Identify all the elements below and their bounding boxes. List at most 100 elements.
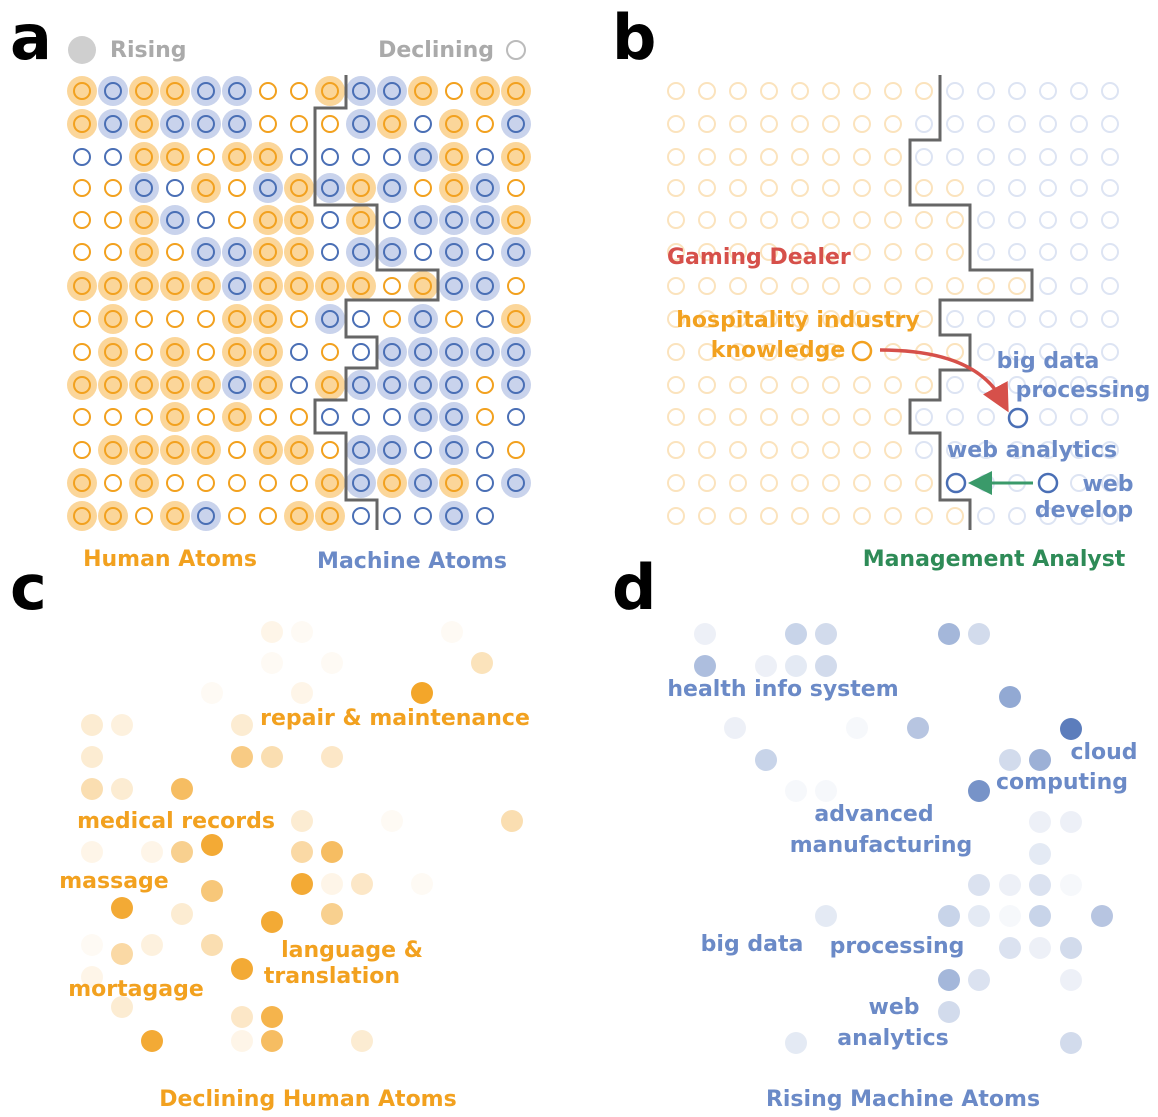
boundary — [908, 75, 1034, 530]
halo — [160, 402, 190, 432]
atom — [760, 82, 778, 100]
dot — [1029, 811, 1051, 833]
atom — [259, 179, 277, 197]
atom — [73, 474, 91, 492]
halo — [346, 468, 376, 498]
halo — [284, 237, 314, 267]
atom — [791, 277, 809, 295]
atom — [853, 211, 871, 229]
atom — [853, 441, 871, 459]
halo — [470, 76, 500, 106]
atom — [445, 343, 463, 361]
atom — [1101, 310, 1119, 328]
halo — [222, 109, 252, 139]
atom — [197, 408, 215, 426]
label: web — [869, 995, 920, 1020]
atom — [290, 115, 308, 133]
label: language & — [281, 938, 423, 963]
atom — [884, 441, 902, 459]
atom — [383, 474, 401, 492]
dot — [785, 655, 807, 677]
dot — [968, 780, 990, 802]
halo — [98, 271, 128, 301]
atom — [135, 115, 153, 133]
atom — [228, 115, 246, 133]
atom — [414, 441, 432, 459]
halo — [67, 76, 97, 106]
atom — [321, 507, 339, 525]
label: manufacturing — [790, 833, 973, 858]
atom — [166, 474, 184, 492]
atom — [135, 441, 153, 459]
atom — [321, 211, 339, 229]
atom — [946, 507, 964, 525]
atom — [667, 474, 685, 492]
dot — [81, 966, 103, 988]
atom — [228, 343, 246, 361]
atom — [667, 243, 685, 261]
dot — [968, 969, 990, 991]
atom — [760, 211, 778, 229]
atom — [1008, 211, 1026, 229]
halo — [222, 142, 252, 172]
atom — [228, 408, 246, 426]
dot — [141, 934, 163, 956]
dot — [1060, 969, 1082, 991]
atom — [698, 343, 716, 361]
halo — [191, 370, 221, 400]
atom — [383, 277, 401, 295]
atom — [507, 343, 525, 361]
halo — [160, 271, 190, 301]
atom — [383, 82, 401, 100]
dot — [111, 897, 133, 919]
atom — [915, 82, 933, 100]
atom — [135, 179, 153, 197]
atom — [352, 211, 370, 229]
atom — [1008, 277, 1026, 295]
atom — [1039, 310, 1057, 328]
atom — [760, 179, 778, 197]
halo — [501, 205, 531, 235]
atom — [507, 82, 525, 100]
atom — [259, 115, 277, 133]
dot — [201, 934, 223, 956]
dot — [938, 905, 960, 927]
atom — [1101, 376, 1119, 394]
atom — [104, 474, 122, 492]
atom — [977, 115, 995, 133]
atom — [1070, 408, 1088, 426]
atom — [1008, 243, 1026, 261]
atom — [1070, 343, 1088, 361]
atom — [197, 82, 215, 100]
dot — [171, 778, 193, 800]
title-top: Gaming Dealer — [667, 245, 851, 270]
halo — [315, 173, 345, 203]
halo — [439, 337, 469, 367]
dot — [261, 1030, 283, 1052]
atom — [884, 310, 902, 328]
atom — [791, 474, 809, 492]
atom — [915, 179, 933, 197]
dot — [1060, 811, 1082, 833]
atom — [1070, 148, 1088, 166]
atom — [228, 474, 246, 492]
atom — [507, 441, 525, 459]
atom — [197, 507, 215, 525]
halo — [501, 76, 531, 106]
dot — [755, 655, 777, 677]
atom — [476, 179, 494, 197]
atom — [853, 376, 871, 394]
atom — [667, 211, 685, 229]
halo — [346, 173, 376, 203]
dot — [231, 1006, 253, 1028]
atom — [698, 148, 716, 166]
atom — [977, 82, 995, 100]
halo — [253, 173, 283, 203]
atom — [290, 82, 308, 100]
atom — [946, 441, 964, 459]
label: processing — [1016, 378, 1151, 403]
atom — [290, 376, 308, 394]
atom — [1101, 148, 1119, 166]
atom — [977, 148, 995, 166]
dot — [291, 841, 313, 863]
